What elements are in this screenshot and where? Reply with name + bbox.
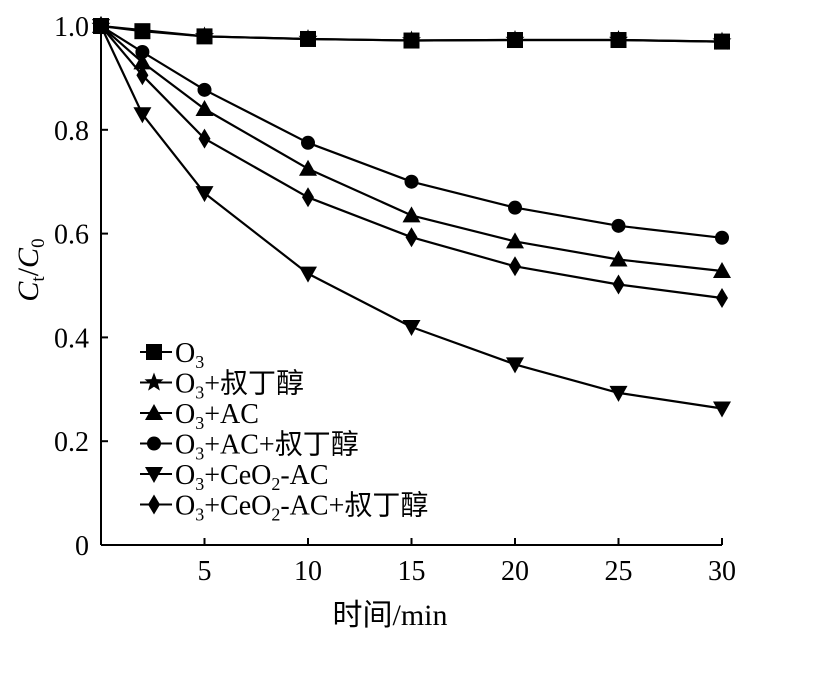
series-1: [91, 16, 732, 50]
legend-label: O3+CeO2-AC: [175, 460, 329, 494]
data-point: [609, 385, 628, 402]
data-point: [612, 274, 625, 295]
data-point: [195, 186, 214, 203]
data-point: [715, 230, 729, 245]
series-layer: [91, 16, 732, 418]
data-point: [506, 232, 524, 249]
legend-item: O3+AC+叔丁醇: [140, 429, 359, 464]
data-point: [404, 174, 419, 189]
data-point: [716, 287, 728, 308]
y-tick-label: 0: [75, 531, 89, 562]
data-point: [95, 16, 107, 36]
y-axis-label: Ct/C0: [12, 238, 49, 301]
series-line: [100, 25, 723, 239]
legend-label: O3: [175, 338, 204, 372]
x-tick-label: 5: [198, 556, 212, 587]
x-tick-label: 20: [501, 556, 529, 587]
legend: O3O3+叔丁醇O3+ACO3+AC+叔丁醇O3+CeO2-ACO3+CeO2-…: [140, 338, 428, 525]
data-point: [402, 206, 421, 223]
data-point: [712, 31, 732, 50]
data-point: [508, 200, 522, 215]
series-2: [92, 17, 731, 278]
legend-marker: [145, 467, 163, 483]
series-4: [92, 19, 731, 418]
y-tick-label: 0.2: [54, 427, 89, 458]
legend-marker: [145, 404, 163, 420]
data-point: [133, 53, 152, 70]
y-tick-label: 1.0: [54, 12, 89, 43]
legend-marker: [144, 372, 164, 391]
legend-marker: [147, 436, 161, 451]
series-3: [94, 19, 729, 245]
legend-marker: [146, 344, 162, 360]
legend-label: O3+AC+叔丁醇: [175, 429, 359, 464]
legend-item: O3: [140, 338, 204, 372]
legend-marker: [148, 494, 160, 515]
data-point: [195, 26, 214, 45]
axis-labels: 时间/min Ct/C0: [12, 238, 448, 632]
series-5: [95, 16, 728, 308]
ticks: 5 10 15 20 25 30 0 0.2 0.4 0.6 0.8 1.0: [54, 12, 736, 587]
data-point: [405, 227, 418, 248]
data-point: [195, 100, 214, 117]
data-point: [302, 187, 314, 208]
data-point: [136, 65, 149, 86]
data-point: [506, 357, 524, 374]
x-tick-label: 30: [708, 556, 736, 587]
x-tick-label: 10: [294, 556, 322, 587]
data-point: [301, 135, 315, 150]
data-point: [133, 107, 152, 124]
y-tick-label: 0.4: [54, 323, 89, 354]
data-point: [609, 250, 628, 267]
series-line: [100, 25, 723, 300]
data-point: [197, 82, 212, 97]
data-point: [298, 29, 318, 48]
data-point: [713, 401, 731, 418]
x-tick-label: 25: [605, 556, 633, 587]
legend-label: O3+叔丁醇: [175, 368, 304, 403]
legend-item: O3+AC: [140, 399, 259, 433]
legend-label: O3+CeO2-AC+叔丁醇: [175, 490, 428, 525]
y-tick-label: 0.8: [54, 116, 89, 147]
data-point: [299, 159, 317, 176]
series-line: [100, 25, 723, 273]
data-point: [713, 261, 731, 278]
x-axis-label: 时间/min: [332, 599, 447, 632]
data-point: [402, 30, 421, 49]
x-tick-label: 15: [398, 556, 426, 587]
data-point: [609, 30, 628, 49]
legend-item: O3+CeO2-AC: [140, 460, 329, 494]
legend-item: O3+叔丁醇: [140, 368, 304, 403]
data-point: [198, 128, 211, 149]
data-point: [135, 44, 150, 59]
data-point: [509, 256, 521, 277]
series-line: [100, 25, 723, 410]
data-point: [299, 266, 317, 283]
legend-item: O3+CeO2-AC+叔丁醇: [140, 490, 428, 525]
y-tick-label: 0.6: [54, 220, 89, 251]
data-point: [505, 30, 525, 49]
legend-label: O3+AC: [175, 399, 259, 433]
data-point: [611, 218, 626, 233]
data-point: [402, 320, 421, 337]
